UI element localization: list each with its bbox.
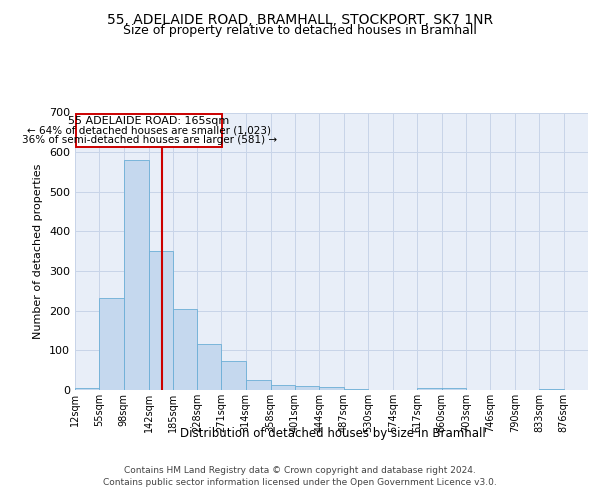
Text: ← 64% of detached houses are smaller (1,023): ← 64% of detached houses are smaller (1,… [27,126,271,136]
Bar [271,385,295,390]
Bar [539,389,563,390]
Bar [319,387,344,390]
Text: 55, ADELAIDE ROAD, BRAMHALL, STOCKPORT, SK7 1NR: 55, ADELAIDE ROAD, BRAMHALL, STOCKPORT, … [107,12,493,26]
FancyBboxPatch shape [76,114,222,148]
Bar [417,388,442,390]
Bar [124,160,149,390]
Bar [197,344,221,390]
Text: Size of property relative to detached houses in Bramhall: Size of property relative to detached ho… [123,24,477,37]
Text: Contains public sector information licensed under the Open Government Licence v3: Contains public sector information licen… [103,478,497,487]
Bar [75,388,100,390]
Text: 36% of semi-detached houses are larger (581) →: 36% of semi-detached houses are larger (… [22,135,277,145]
Text: Distribution of detached houses by size in Bramhall: Distribution of detached houses by size … [180,428,486,440]
Bar [442,388,466,390]
Bar [246,380,271,390]
Bar [173,308,197,390]
Bar [295,386,319,390]
Text: 55 ADELAIDE ROAD: 165sqm: 55 ADELAIDE ROAD: 165sqm [68,116,230,126]
Bar [344,389,368,390]
Bar [221,362,246,390]
Bar [149,251,173,390]
Text: Contains HM Land Registry data © Crown copyright and database right 2024.: Contains HM Land Registry data © Crown c… [124,466,476,475]
Y-axis label: Number of detached properties: Number of detached properties [34,164,43,339]
Bar [100,298,124,390]
